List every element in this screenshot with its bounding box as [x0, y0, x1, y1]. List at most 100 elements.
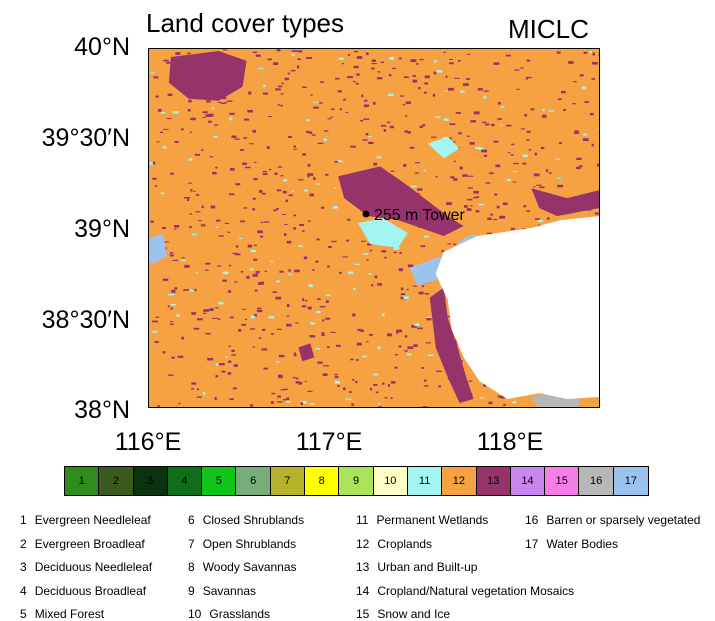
urban-speckle: [498, 102, 501, 105]
urban-speckle: [378, 402, 381, 405]
urban-speckle: [234, 138, 240, 140]
colorbar-swatch-3: 3: [133, 467, 168, 495]
urban-speckle: [156, 141, 160, 143]
urban-speckle: [239, 237, 243, 239]
urban-speckle: [303, 256, 308, 260]
urban-speckle: [490, 213, 493, 216]
urban-speckle: [243, 118, 250, 121]
urban-speckle: [443, 51, 446, 54]
urban-speckle: [337, 160, 343, 163]
urban-speckle: [160, 131, 164, 134]
urban-speckle: [391, 381, 396, 384]
urban-speckle: [323, 365, 329, 367]
urban-speckle: [203, 309, 209, 312]
urban-speckle: [423, 379, 427, 382]
urban-speckle: [306, 119, 310, 122]
urban-speckle: [172, 111, 179, 114]
urban-speckle: [317, 298, 321, 300]
urban-speckle: [261, 281, 264, 285]
urban-speckle: [277, 166, 283, 168]
legend-item-7: 7 Open Shrublands: [188, 537, 296, 551]
urban-speckle: [438, 385, 441, 388]
urban-speckle: [486, 232, 493, 235]
urban-speckle: [578, 165, 583, 168]
urban-speckle: [262, 170, 267, 173]
legend-item-number: 10: [188, 607, 202, 621]
urban-speckle: [273, 209, 278, 212]
lon-label-116e: 116°E: [114, 428, 182, 456]
urban-speckle: [542, 108, 545, 112]
urban-speckle: [218, 235, 224, 237]
urban-speckle: [396, 329, 403, 333]
urban-speckle: [157, 404, 160, 407]
urban-speckle: [172, 259, 179, 262]
urban-speckle: [458, 59, 461, 62]
legend-item-number: 9: [188, 583, 195, 598]
urban-speckle: [215, 307, 219, 309]
urban-speckle: [202, 117, 206, 119]
urban-speckle: [241, 323, 247, 326]
urban-speckle: [323, 138, 327, 142]
urban-speckle: [418, 86, 421, 90]
urban-speckle: [314, 348, 321, 350]
urban-speckle: [174, 140, 179, 143]
urban-speckle: [308, 220, 311, 223]
urban-speckle: [222, 279, 227, 282]
urban-speckle: [178, 402, 181, 405]
urban-speckle: [306, 130, 310, 134]
urban-speckle: [162, 226, 166, 229]
urban-speckle: [223, 49, 228, 51]
urban-speckle: [229, 398, 234, 401]
urban-speckle: [371, 67, 375, 70]
urban-speckle: [218, 363, 225, 366]
urban-speckle: [249, 268, 254, 271]
urban-speckle: [424, 293, 430, 295]
urban-speckle: [493, 218, 498, 221]
urban-speckle: [285, 400, 291, 403]
scheme-label: MICLC: [508, 14, 589, 44]
urban-speckle: [321, 333, 325, 336]
urban-speckle: [229, 112, 235, 115]
urban-speckle: [453, 160, 456, 162]
legend-item-number: 15: [356, 607, 370, 621]
urban-speckle: [365, 341, 369, 343]
urban-speckle: [200, 149, 204, 151]
colorbar-swatch-14: 14: [510, 467, 546, 495]
urban-speckle: [168, 293, 175, 296]
urban-speckle: [243, 137, 247, 139]
urban-speckle: [466, 208, 472, 210]
urban-speckle: [270, 260, 273, 263]
urban-speckle: [205, 114, 212, 118]
urban-speckle: [548, 110, 554, 112]
urban-speckle: [354, 263, 360, 265]
urban-speckle: [184, 264, 190, 268]
urban-speckle: [345, 398, 352, 400]
urban-speckle: [286, 315, 290, 317]
urban-speckle: [248, 143, 254, 145]
urban-speckle: [513, 162, 519, 165]
urban-speckle: [301, 305, 307, 308]
urban-speckle: [312, 269, 315, 271]
urban-speckle: [313, 106, 320, 109]
urban-speckle: [355, 380, 358, 384]
urban-speckle: [363, 104, 369, 108]
urban-speckle: [416, 192, 420, 195]
urban-speckle: [284, 77, 289, 81]
urban-speckle: [381, 250, 387, 253]
urban-speckle: [307, 163, 311, 167]
urban-speckle: [353, 65, 359, 69]
urban-speckle: [194, 153, 201, 156]
urban-speckle: [568, 61, 574, 64]
urban-speckle: [211, 107, 215, 110]
urban-speckle: [286, 304, 290, 308]
urban-speckle: [235, 183, 241, 186]
urban-speckle: [189, 131, 193, 133]
urban-speckle: [309, 131, 313, 135]
urban-speckle: [353, 288, 356, 290]
urban-speckle: [427, 354, 434, 357]
urban-speckle: [280, 389, 286, 391]
urban-speckle: [309, 193, 315, 197]
colorbar-swatch-10: 10: [373, 467, 408, 495]
urban-speckle: [376, 156, 382, 159]
colorbar-swatch-12: 12: [442, 467, 477, 495]
